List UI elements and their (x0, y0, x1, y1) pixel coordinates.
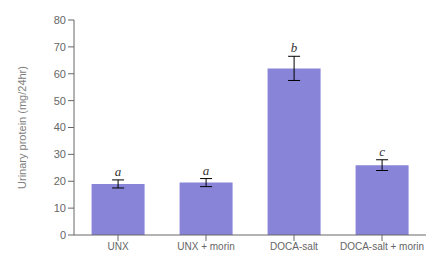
svg-text:b: b (291, 40, 298, 55)
svg-text:0: 0 (60, 229, 66, 241)
svg-text:UNX: UNX (107, 241, 128, 252)
svg-text:10: 10 (54, 202, 66, 214)
svg-text:40: 40 (54, 121, 66, 133)
svg-text:80: 80 (54, 14, 66, 26)
svg-text:UNX + morin: UNX + morin (177, 241, 235, 252)
svg-text:DOCA-salt + morin: DOCA-salt + morin (340, 241, 424, 252)
svg-text:50: 50 (54, 95, 66, 107)
svg-text:60: 60 (54, 68, 66, 80)
svg-text:DOCA-salt: DOCA-salt (270, 241, 318, 252)
svg-text:20: 20 (54, 175, 66, 187)
svg-text:a: a (203, 163, 210, 178)
svg-text:70: 70 (54, 41, 66, 53)
svg-text:a: a (115, 164, 122, 179)
svg-text:c: c (379, 144, 385, 159)
svg-text:30: 30 (54, 148, 66, 160)
svg-text:Urinary protein (mg/24hr): Urinary protein (mg/24hr) (16, 66, 28, 189)
